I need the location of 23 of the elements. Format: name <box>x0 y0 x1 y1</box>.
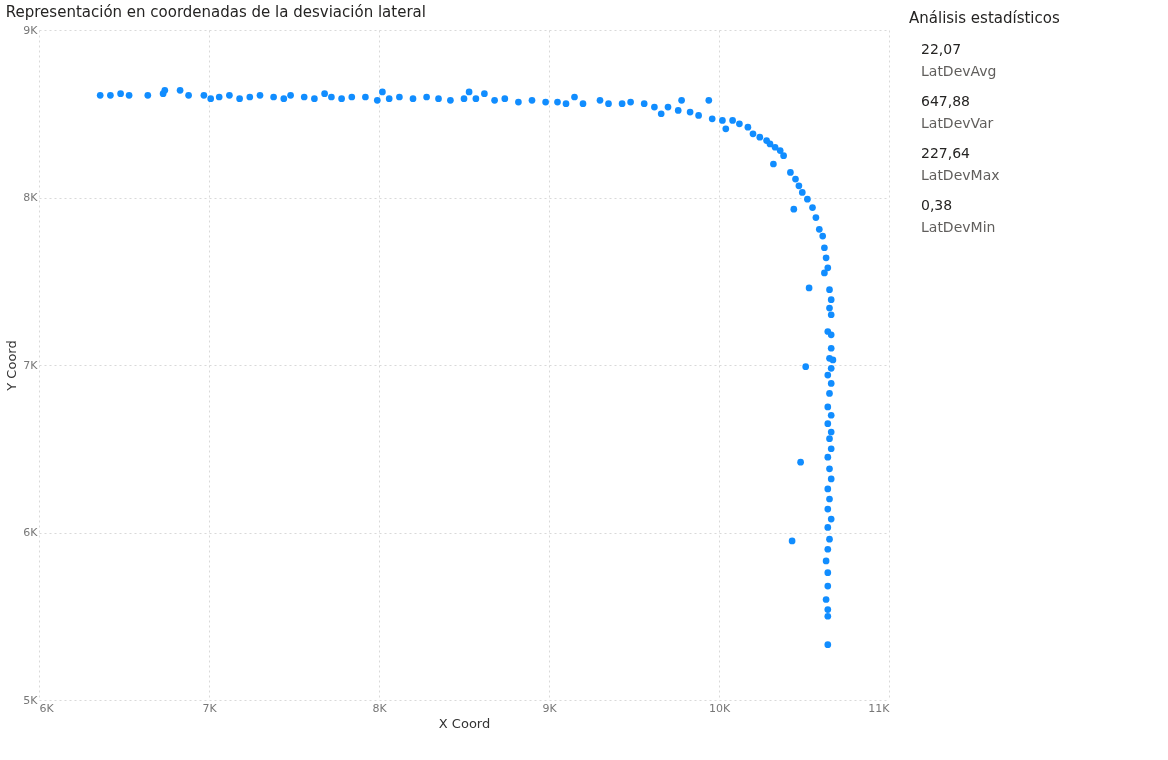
y-axis-title: Y Coord <box>4 340 20 392</box>
y-tick-label: 5K <box>23 693 39 707</box>
text: 22,07 <box>921 41 962 57</box>
x-tick-label: 7K <box>202 701 218 715</box>
x-tick-label: 9K <box>542 701 558 715</box>
x-tick-label: 11K <box>868 701 891 715</box>
text: 647,88 <box>921 93 970 109</box>
x-tick-label: 10K <box>708 701 731 715</box>
x-tick-label: 6K <box>39 701 55 715</box>
text: LatDevVar <box>921 115 994 131</box>
y-tick-label: 8K <box>23 191 39 204</box>
text: LatDevMin <box>921 219 996 235</box>
y-tick-label: 7K <box>23 358 39 372</box>
y-tick-label: 9K <box>23 23 39 37</box>
text: 0,38 <box>921 197 953 213</box>
text: LatDevAvg <box>921 63 997 79</box>
x-axis-title: X Coord <box>438 715 491 731</box>
text: 227,64 <box>921 145 971 161</box>
text: LatDevMax <box>921 167 1000 183</box>
text: Análisis estadísticos <box>909 9 1060 27</box>
x-tick-label: 8K <box>372 701 388 715</box>
y-tick-label: 6K <box>23 526 39 539</box>
chart-title: Representación en coordenadas de la desviación lateral <box>5 3 426 21</box>
